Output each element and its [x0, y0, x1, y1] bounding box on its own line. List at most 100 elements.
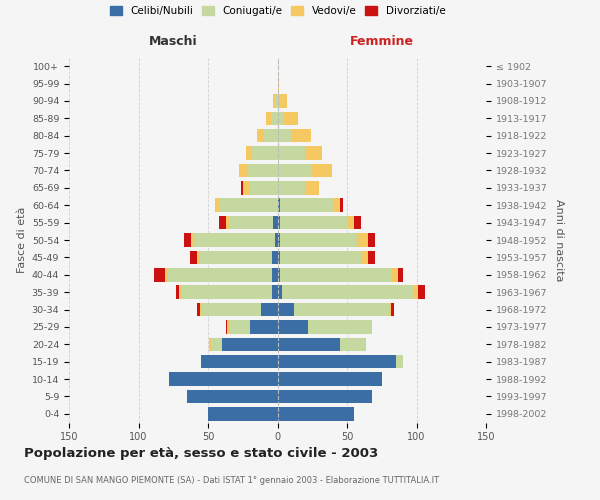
- Bar: [179, 286, 182, 299]
- Bar: [371, 320, 372, 334]
- Bar: [277, 390, 372, 403]
- Bar: [272, 286, 277, 299]
- Bar: [277, 146, 305, 160]
- Bar: [277, 233, 280, 247]
- Text: Femmine: Femmine: [350, 35, 414, 48]
- Bar: [191, 233, 194, 247]
- Bar: [277, 112, 284, 125]
- Legend: Celibi/Nubili, Coniugati/e, Vedovi/e, Divorziati/e: Celibi/Nubili, Coniugati/e, Vedovi/e, Di…: [110, 6, 445, 16]
- Bar: [277, 250, 280, 264]
- Bar: [271, 112, 277, 125]
- Bar: [165, 268, 167, 281]
- Bar: [226, 320, 227, 334]
- Bar: [200, 302, 202, 316]
- Bar: [182, 286, 272, 299]
- Bar: [277, 355, 395, 368]
- Bar: [197, 250, 200, 264]
- Bar: [263, 129, 277, 142]
- Bar: [340, 198, 343, 212]
- Bar: [414, 286, 418, 299]
- Bar: [277, 286, 281, 299]
- Bar: [294, 302, 389, 316]
- Bar: [253, 146, 277, 160]
- Bar: [275, 94, 277, 108]
- Bar: [274, 94, 275, 108]
- Bar: [211, 338, 222, 351]
- Bar: [418, 286, 425, 299]
- Bar: [398, 268, 403, 281]
- Bar: [277, 302, 294, 316]
- Bar: [247, 164, 277, 177]
- Bar: [305, 146, 322, 160]
- Bar: [361, 250, 368, 264]
- Bar: [280, 250, 361, 264]
- Bar: [308, 320, 371, 334]
- Bar: [187, 390, 277, 403]
- Bar: [277, 198, 280, 212]
- Bar: [250, 181, 277, 194]
- Bar: [250, 320, 277, 334]
- Bar: [280, 198, 333, 212]
- Bar: [184, 233, 191, 247]
- Y-axis label: Fasce di età: Fasce di età: [17, 207, 28, 273]
- Bar: [395, 355, 403, 368]
- Bar: [277, 407, 354, 420]
- Bar: [227, 320, 229, 334]
- Bar: [275, 233, 277, 247]
- Bar: [243, 181, 250, 194]
- Bar: [277, 94, 280, 108]
- Text: COMUNE DI SAN MANGO PIEMONTE (SA) - Dati ISTAT 1° gennaio 2003 - Elaborazione TU: COMUNE DI SAN MANGO PIEMONTE (SA) - Dati…: [24, 476, 439, 485]
- Bar: [200, 250, 272, 264]
- Bar: [266, 112, 271, 125]
- Bar: [245, 146, 253, 160]
- Bar: [312, 164, 332, 177]
- Bar: [202, 302, 261, 316]
- Bar: [292, 129, 311, 142]
- Bar: [284, 112, 298, 125]
- Bar: [280, 268, 391, 281]
- Bar: [176, 286, 179, 299]
- Bar: [347, 216, 354, 230]
- Bar: [277, 181, 305, 194]
- Bar: [208, 407, 277, 420]
- Bar: [277, 77, 279, 90]
- Bar: [226, 216, 229, 230]
- Bar: [277, 320, 308, 334]
- Bar: [190, 250, 197, 264]
- Bar: [340, 338, 365, 351]
- Bar: [219, 198, 277, 212]
- Bar: [277, 372, 382, 386]
- Bar: [391, 268, 398, 281]
- Bar: [257, 129, 263, 142]
- Bar: [365, 338, 367, 351]
- Bar: [219, 216, 226, 230]
- Bar: [274, 216, 277, 230]
- Bar: [229, 320, 250, 334]
- Bar: [197, 302, 200, 316]
- Bar: [272, 268, 277, 281]
- Bar: [389, 302, 391, 316]
- Bar: [277, 268, 280, 281]
- Bar: [167, 268, 272, 281]
- Bar: [201, 355, 277, 368]
- Bar: [272, 250, 277, 264]
- Bar: [241, 181, 243, 194]
- Text: Popolazione per età, sesso e stato civile - 2003: Popolazione per età, sesso e stato civil…: [24, 448, 378, 460]
- Bar: [209, 338, 211, 351]
- Text: Maschi: Maschi: [149, 35, 197, 48]
- Bar: [354, 216, 361, 230]
- Bar: [277, 338, 340, 351]
- Bar: [391, 302, 394, 316]
- Bar: [280, 233, 357, 247]
- Y-axis label: Anni di nascita: Anni di nascita: [554, 198, 564, 281]
- Bar: [277, 164, 312, 177]
- Bar: [169, 372, 277, 386]
- Bar: [368, 250, 375, 264]
- Bar: [305, 181, 319, 194]
- Bar: [280, 94, 287, 108]
- Bar: [280, 216, 347, 230]
- Bar: [277, 216, 280, 230]
- Bar: [154, 268, 165, 281]
- Bar: [261, 302, 277, 316]
- Bar: [357, 233, 368, 247]
